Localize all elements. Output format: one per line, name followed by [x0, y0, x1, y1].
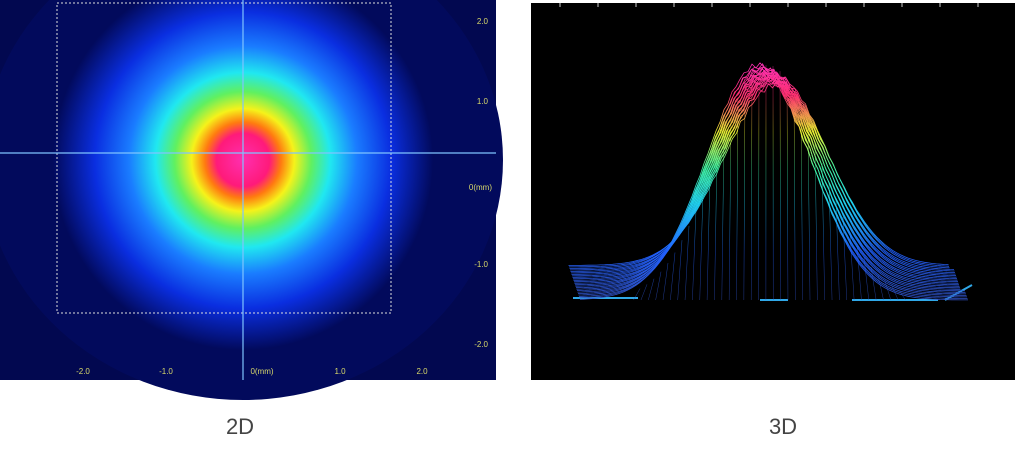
y-axis-label: 0(mm): [469, 183, 492, 192]
panel-2d: 2.0 1.0 0(mm) -1.0 -2.0 -2.0 -1.0 0(mm) …: [0, 0, 503, 400]
y-axis-label: -1.0: [474, 260, 488, 269]
x-axis-label: -2.0: [76, 367, 90, 376]
caption: 3D: [769, 414, 797, 439]
caption: 2D: [226, 414, 254, 439]
x-axis-label: 1.0: [334, 367, 346, 376]
x-axis-label: 2.0: [416, 367, 428, 376]
x-axis-label: -1.0: [159, 367, 173, 376]
y-axis-label: -2.0: [474, 340, 488, 349]
y-axis-label: 1.0: [477, 97, 489, 106]
panel-3d: [531, 3, 1015, 380]
y-axis-label: 2.0: [477, 17, 489, 26]
x-axis-label: 0(mm): [250, 367, 273, 376]
